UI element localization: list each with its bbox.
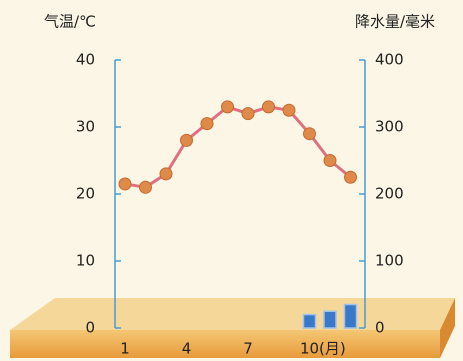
- y-tick-label: 40: [76, 51, 95, 69]
- y-axis-title: 气温/℃: [44, 13, 96, 31]
- precip-bar: [343, 303, 358, 329]
- temperature-point: [221, 100, 234, 114]
- floor-top: [10, 298, 455, 330]
- temperature-point: [241, 107, 255, 121]
- x-tick-label: 7: [243, 340, 253, 358]
- y-tick-label: 10: [76, 252, 95, 270]
- floor-front: [10, 330, 440, 358]
- x-axis-title: (月): [319, 340, 346, 358]
- temperature-point: [303, 127, 316, 141]
- temperature-point: [323, 154, 337, 167]
- temperature-point: [159, 167, 173, 181]
- y-tick-label: 30: [76, 118, 95, 136]
- y2-tick-label: 300: [375, 118, 404, 136]
- temperature-point: [139, 180, 152, 194]
- y2-tick-label: 400: [375, 51, 404, 69]
- y2-tick-label: 100: [375, 252, 404, 270]
- temperature-point: [344, 170, 357, 184]
- temperature-point: [262, 100, 275, 114]
- precip-bar: [323, 310, 337, 329]
- y2-tick-label: 200: [375, 185, 404, 203]
- x-tick-label: 1: [120, 340, 130, 358]
- x-tick-label: 4: [182, 340, 192, 358]
- y2-tick-label: 0: [375, 319, 385, 337]
- floor-side: [440, 298, 455, 358]
- x-tick-label: 10: [300, 340, 319, 358]
- temperature-point: [118, 177, 132, 191]
- y-tick-label: 0: [85, 319, 95, 337]
- y2-axis-title: 降水量/毫米: [355, 13, 435, 31]
- y-tick-label: 20: [76, 185, 95, 203]
- temperature-point: [180, 133, 193, 147]
- precip-bar: [302, 313, 317, 329]
- temperature-point: [200, 117, 214, 131]
- temperature-point: [282, 103, 296, 117]
